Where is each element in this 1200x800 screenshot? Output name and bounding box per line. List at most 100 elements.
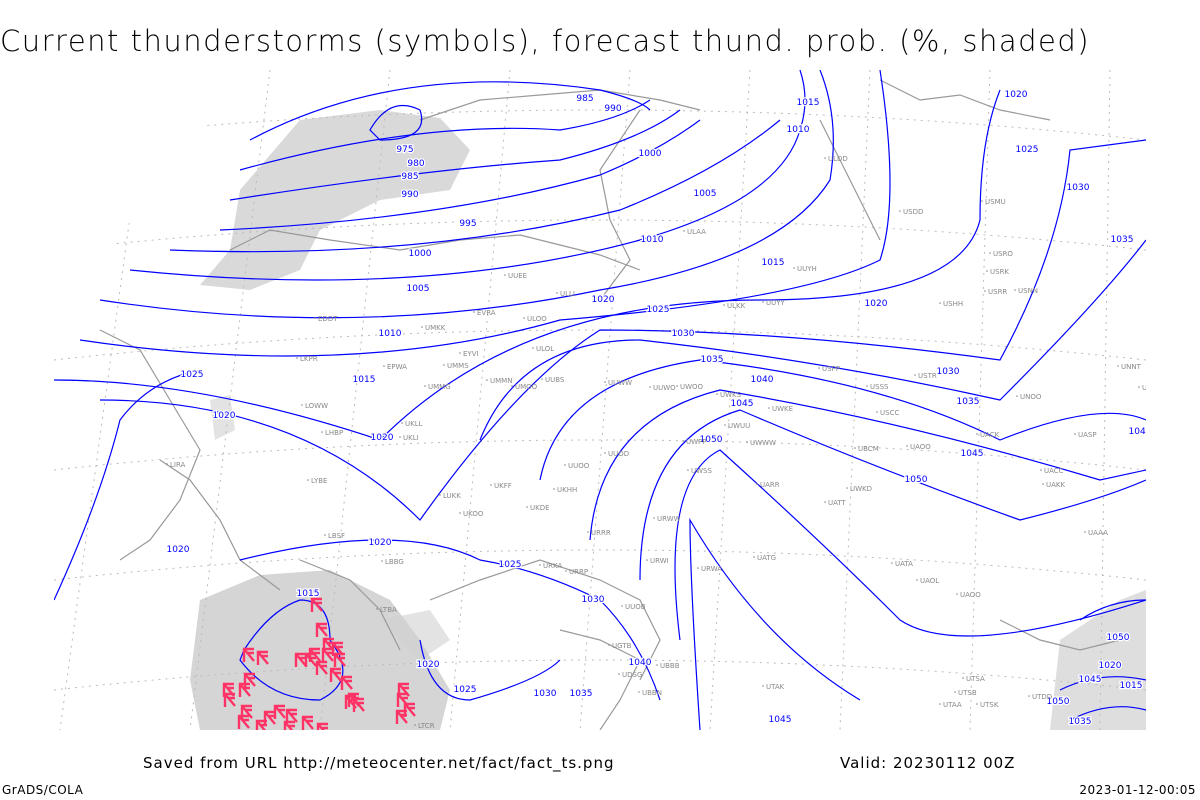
software-credit: GrADS/COLA <box>2 783 84 797</box>
coastline <box>99 329 201 561</box>
station-dot <box>443 364 445 366</box>
station-dot <box>981 200 983 202</box>
isobar-label: 1015 <box>797 98 820 108</box>
station-dot <box>976 433 978 435</box>
station-label: USPP <box>822 365 840 373</box>
coastline <box>999 619 1121 651</box>
isobar-line <box>54 89 1001 441</box>
isobar-label: 1045 <box>1079 675 1102 685</box>
isobar-line <box>1059 599 1146 721</box>
station-dot <box>621 605 623 607</box>
isobar-label: 1025 <box>181 370 204 380</box>
station-label: UAKK <box>1046 481 1066 489</box>
isobar-label: 1020 <box>1099 661 1122 671</box>
station-label: USRR <box>988 288 1007 296</box>
probability-shade-area <box>210 395 235 440</box>
isobar-label: 1020 <box>213 411 236 421</box>
probability-shade-area <box>1050 590 1146 730</box>
station-label: LYBE <box>311 477 327 485</box>
station-label: URWA <box>701 565 722 573</box>
station-label: USNN <box>1018 287 1038 295</box>
station-dot <box>687 469 689 471</box>
station-label: URRP <box>569 568 588 576</box>
station-label: UKOO <box>463 510 484 518</box>
station-dot <box>523 317 525 319</box>
station-label: UTAK <box>766 683 785 691</box>
station-dot <box>301 404 303 406</box>
isobar-line <box>539 359 1146 481</box>
station-dot <box>1028 695 1030 697</box>
generation-timestamp: 2023-01-12-00:05 <box>1079 783 1196 797</box>
isobar-line <box>219 119 701 231</box>
station-label: USDD <box>903 208 923 216</box>
station-label: ULKK <box>727 302 746 310</box>
isobar-line <box>249 81 651 141</box>
coastline <box>879 79 1051 121</box>
station-dot <box>1014 289 1016 291</box>
station-dot <box>401 422 403 424</box>
station-dot <box>824 501 826 503</box>
station-dot <box>824 157 826 159</box>
station-label: UKLI <box>403 434 419 442</box>
station-label: UAOO <box>960 591 981 599</box>
thunderstorm-symbol <box>273 704 286 719</box>
parallel-line <box>54 219 1146 251</box>
station-label: URWW <box>657 515 681 523</box>
isobar-label: 1035 <box>701 355 724 365</box>
station-dot <box>876 411 878 413</box>
station-dot <box>854 447 856 449</box>
isobar-label: 1030 <box>1067 183 1090 193</box>
station-dot <box>376 608 378 610</box>
thunderstorm-symbol <box>256 650 269 665</box>
station-label: USMU <box>985 198 1006 206</box>
station-dot <box>906 445 908 447</box>
station-dot <box>682 440 684 442</box>
thunderstorm-symbol <box>243 672 256 687</box>
station-dot <box>646 559 648 561</box>
station-dot <box>753 556 755 558</box>
station-dot <box>532 347 534 349</box>
coastline <box>299 559 401 651</box>
station-label: UKLL <box>405 420 423 428</box>
isobar-label: 1030 <box>672 329 695 339</box>
isobar-label: 1015 <box>1120 681 1143 691</box>
station-label: UACK <box>980 431 1000 439</box>
station-dot <box>989 252 991 254</box>
isobar-label: 1000 <box>409 249 432 259</box>
isobar-label: 985 <box>576 94 593 104</box>
isobar-line <box>129 70 806 281</box>
isobar-label: 1015 <box>297 589 320 599</box>
station-label: USCC <box>880 409 899 417</box>
isobar-line <box>99 139 1146 521</box>
station-dot <box>381 560 383 562</box>
isobar-label: 1020 <box>592 295 615 305</box>
coastline <box>599 109 641 301</box>
isobar-label: 1020 <box>865 299 888 309</box>
parallel-line <box>54 329 1146 361</box>
isobar-line <box>99 70 834 319</box>
thunderstorm-symbol <box>301 715 314 730</box>
thunderstorm-symbol <box>308 647 321 662</box>
station-label: UMKK <box>425 324 446 332</box>
isobar-label: 995 <box>459 219 476 229</box>
station-dot <box>746 441 748 443</box>
station-dot <box>604 381 606 383</box>
coastline <box>419 89 701 121</box>
station-dot <box>762 301 764 303</box>
isobar-line <box>479 239 1146 441</box>
station-label: UAOO <box>910 443 931 451</box>
station-dot <box>954 691 956 693</box>
thunderstorm-symbol <box>242 647 255 662</box>
station-label: UMMS <box>447 362 469 370</box>
station-dot <box>724 424 726 426</box>
isobar-line <box>589 389 1146 541</box>
station-dot <box>638 691 640 693</box>
station-label: EYVI <box>463 350 479 358</box>
station-dot <box>914 374 916 376</box>
station-dot <box>846 487 848 489</box>
isobars <box>54 70 1146 730</box>
station-dot <box>324 534 326 536</box>
graticule <box>54 70 1146 730</box>
station-dot <box>762 685 764 687</box>
